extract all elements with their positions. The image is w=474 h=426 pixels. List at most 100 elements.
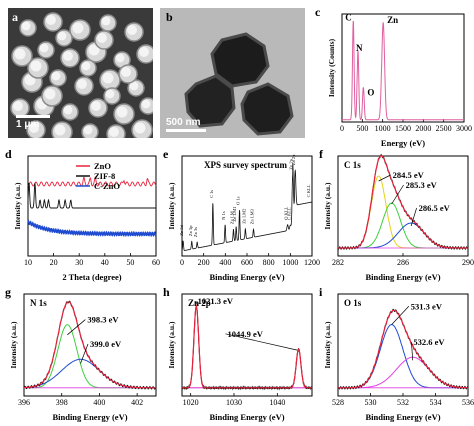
x-tick-label: 400 [93,398,105,407]
component-label: 286.5 eV [419,203,451,213]
component-label: 284.5 eV [393,170,425,180]
sem-particle-highlight [72,22,84,34]
sem-particles [10,12,153,138]
x-tick-label: 1030 [226,398,242,407]
sem-particle-highlight [129,81,139,91]
annotation-arrow [225,333,298,351]
sem-particle-highlight [139,47,149,57]
xrd-series-zno [27,176,157,187]
x-tick-label: 600 [241,258,253,267]
x-tick-label: 1000 [282,258,298,267]
panel-label-g: g [5,285,11,299]
legend-label: ZnO [94,161,111,171]
x-tick-label: 286 [397,258,409,267]
legend-label: ZIF-8 [94,171,115,181]
x-tick-label: 800 [263,258,275,267]
y-axis-label: Intensity (a.u.) [167,182,176,229]
sem-particle-highlight [30,60,42,72]
tem-image: b 500 nm [160,8,305,138]
chart-title: N 1s [30,298,47,308]
eds-spectrum-line [342,20,464,121]
annotation-arrow [80,343,89,364]
panel-label-c: c [315,5,321,19]
component-label: 399.0 eV [90,339,122,349]
fit-component-1 [24,358,156,389]
chart-e: 0 200 400 600 800 1000 1200 Binding Energy (eV)… [163,147,320,282]
y-axis-label: Intensity (a.u.) [9,321,18,368]
peak-label: Zn 3d [179,224,184,235]
x-tick-label: 60 [152,258,160,267]
legend-label: C-ZnO [94,181,120,191]
sem-particle-highlight [141,99,151,109]
fit-component-2 [338,222,468,249]
sem-particle-highlight [77,79,87,89]
x-tick-label: 290 [462,258,474,267]
peak-label: Zn LM2 [241,209,246,224]
sem-particle-highlight [44,88,56,100]
sem-particle-highlight [121,67,131,77]
annotation-arrow [67,319,86,336]
scale-bar-text: 1 μm [16,119,40,130]
peak-label-Zn: Zn [387,15,398,25]
peak-label: Zn 3p [188,225,193,236]
chart-title: C 1s [344,160,361,170]
component-label: 531.3 eV [411,301,443,311]
x-tick-label: 3000 [456,124,472,133]
c1s-panel: 282 286 290 Binding Energy (eV) Intensity (a… [316,147,474,284]
component-label: 532.6 eV [413,337,445,347]
chart-g: 396 398 400 402 Binding Energy (eV) Intensity… [5,285,157,422]
zn2p-panel: 1020 1030 1040 Binding Energy (eV) Intensity… [160,285,318,424]
fit-envelope [182,304,312,389]
annotation-arrow [411,341,414,361]
x-tick-label: 1200 [304,258,320,267]
peak-label: Zn LM [230,211,235,224]
annotation-arrow [391,306,410,325]
y-axis-label: Intensity (a.u.) [323,321,332,368]
scale-bar-line [16,115,50,118]
sem-particle-highlight [116,106,128,118]
sem-particle-highlight [39,43,49,53]
fit-envelope [338,309,468,389]
annotation-arrow [391,184,404,205]
component-label: 398.3 eV [87,315,119,325]
x-tick-label: 536 [462,398,474,407]
x-axis-label: Binding Energy (eV) [52,412,127,422]
x-axis-label: Binding Energy (eV) [209,272,284,282]
chart-title: Zn 2p [188,298,211,308]
x-axis-label: Energy (eV) [381,138,425,148]
peak-label-C: C [345,13,352,23]
peak-label: Zn 2p [291,154,296,165]
sem-particle-highlight [81,61,91,71]
scale-bar-b: 500 nm [166,117,206,132]
component-label: 1021.3 eV [198,296,234,306]
panel-label-a: a [12,10,18,24]
y-axis-label: Intensity (a.u.) [13,182,22,229]
sem-particle-highlight [88,44,100,56]
n1s-panel: 396 398 400 402 Binding Energy (eV) Intensity… [2,285,162,424]
x-tick-label: 402 [131,398,143,407]
x-tick-label: 2500 [436,124,452,133]
chart-f: 282 286 290 Binding Energy (eV) Intensity (a… [319,147,474,282]
annotation-arrow [378,174,391,182]
x-tick-label: 530 [365,398,377,407]
xrd-series-zif8 [27,181,156,209]
x-tick-label: 396 [18,398,30,407]
sem-particle-highlight [101,16,111,26]
sem-particle-highlight [57,31,67,41]
sem-particle-highlight [46,15,56,25]
peak-label: Zn 3s [193,227,198,237]
peak-label-O: O [367,88,374,98]
sem-particle-highlight [21,21,31,31]
peak-label: N 1s [221,211,226,220]
x-tick-label: 30 [75,258,83,267]
peak-label: Zn LM1 [232,206,237,221]
component-label: 285.3 eV [406,180,438,190]
x-axis-label: Binding Energy (eV) [365,272,440,282]
x-axis-label: Binding Energy (eV) [209,412,284,422]
x-axis-label: Binding Energy (eV) [365,412,440,422]
x-tick-label: 1020 [183,398,199,407]
x-tick-label: 10 [24,258,32,267]
x-tick-label: 282 [332,258,344,267]
sem-particle-highlight [105,89,115,99]
y-axis-label: Intensity (Counts) [327,38,336,97]
